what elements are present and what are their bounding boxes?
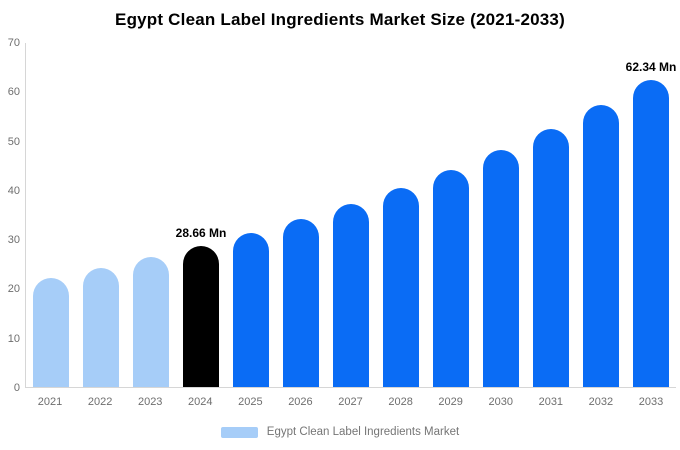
y-tick-label-10: 10 [7,332,20,345]
y-tick-label-50: 50 [7,135,20,148]
bar-slot-2026 [276,43,326,387]
y-tick-label-40: 40 [7,184,20,197]
bar-2028 [383,187,419,387]
bar-slot-2024: 28.66 Mn [176,43,226,387]
bar-2030 [483,149,519,387]
bar-slot-2028 [376,43,426,387]
bar-slot-2025 [226,43,276,387]
bar-2023 [133,257,169,387]
x-tick-label-2022: 2022 [87,396,113,408]
bar-2032 [583,105,619,387]
y-tick-label-30: 30 [7,234,20,247]
x-tick-label-2025: 2025 [238,396,263,408]
bar-2025 [233,233,269,387]
x-tick-label-2023: 2023 [137,396,163,408]
x-axis-labels: 2021 2022 2023 2024 2025 2026 2027 2028 2029 2030… [25,396,676,408]
bar-slot-2021 [26,43,76,387]
chart-title: Egypt Clean Label Ingredients Market Siz… [115,10,565,29]
bar-2029 [433,169,469,387]
x-tick-label-2032: 2032 [588,396,614,408]
x-tick-label-2026: 2026 [288,396,313,408]
bar-slot-2023 [126,43,176,387]
bar-slot-2032 [576,43,626,387]
y-tick-label-60: 60 [7,86,20,99]
plot-area: 28.66 Mn 62.34 Mn [25,43,676,388]
bar-2024 [183,245,219,387]
bar-value-label-2033: 62.34 Mn [625,59,677,74]
x-tick-label-2028: 2028 [388,396,413,408]
x-tick-label-2031: 2031 [538,396,564,408]
bar-slot-2022 [76,43,126,387]
bar-slot-2031 [526,43,576,387]
legend-swatch-icon [220,426,258,438]
bar-slot-2027 [326,43,376,387]
x-tick-label-2024: 2024 [188,396,213,408]
bar-2021 [33,277,69,387]
x-tick-label-2021: 2021 [37,396,63,408]
x-tick-label-2033: 2033 [638,396,664,408]
y-tick-label-70: 70 [7,37,20,49]
bar-2033 [633,79,669,387]
bar-slot-2029 [426,43,476,387]
x-tick-label-2029: 2029 [438,396,463,408]
y-tick-label-0: 0 [13,382,20,394]
bar-slot-2030 [476,43,526,387]
bar-slot-2033: 62.34 Mn [626,43,676,387]
x-tick-label-2030: 2030 [488,396,513,408]
bar-2026 [283,219,319,387]
bar-2027 [333,204,369,387]
bar-2031 [533,128,569,387]
legend-label: Egypt Clean Label Ingredients Market [266,426,460,438]
legend: Egypt Clean Label Ingredients Market [0,426,680,438]
bar-2022 [83,268,119,387]
bar-value-label-2024: 28.66 Mn [175,225,227,240]
x-tick-label-2027: 2027 [338,396,363,408]
y-tick-label-20: 20 [7,283,20,296]
